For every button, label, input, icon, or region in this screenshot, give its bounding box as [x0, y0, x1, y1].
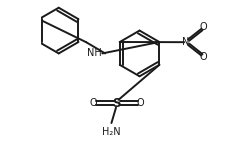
- Text: O: O: [89, 98, 96, 108]
- Text: O: O: [199, 52, 206, 62]
- Text: NH: NH: [86, 48, 101, 58]
- Text: S: S: [112, 97, 120, 110]
- Text: O: O: [199, 22, 206, 32]
- Text: H₂N: H₂N: [102, 127, 120, 137]
- Text: O: O: [136, 98, 143, 108]
- Text: N: N: [182, 37, 189, 47]
